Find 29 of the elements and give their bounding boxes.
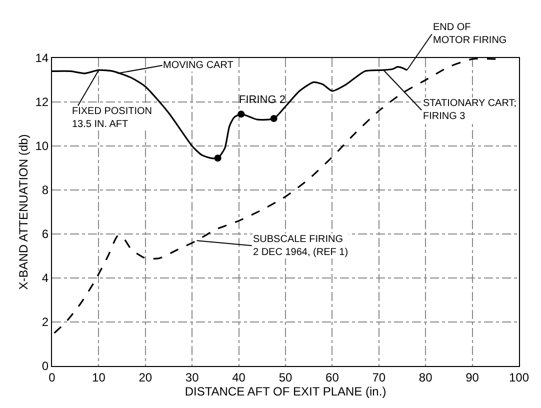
y-tick-label: 14 [35, 51, 49, 66]
x-tick-label: 60 [326, 370, 340, 384]
x-tick-label: 10 [92, 370, 106, 384]
x-tick-label: 100 [508, 370, 530, 384]
point [270, 115, 278, 122]
annotation: FIXED POSITION 13.5 IN. AFT [72, 106, 152, 130]
y-axis-title: X-BAND ATTENUATION (db) [16, 134, 31, 290]
x-tick-label: 80 [418, 370, 433, 384]
point [214, 154, 222, 162]
annotation: END OF MOTOR FIRING [433, 22, 507, 46]
x-axis-title: DISTANCE AFT OF EXIT PLANE (in.) [184, 384, 386, 398]
x-tick-label: 70 [372, 370, 386, 384]
x-tick-label: 90 [466, 370, 480, 384]
x-tick-label: 40 [232, 370, 246, 384]
x-tick-label: 30 [185, 370, 200, 384]
y-tick-label: 12 [35, 95, 49, 110]
x-tick-label: 50 [278, 370, 292, 384]
annotation: SUBSCALE FIRING 2 DEC 1964, (REF 1) [253, 234, 348, 258]
y-tick-label: 6 [42, 227, 49, 242]
y-tick-label: 8 [42, 183, 49, 198]
y-tick-label: 10 [35, 139, 49, 154]
y-tick-label: 0 [42, 359, 49, 374]
annotation: MOVING CART [163, 60, 234, 71]
x-tick-label: 20 [138, 370, 152, 384]
point [238, 110, 245, 118]
annotation: STATIONARY CART; FIRING 3 [423, 98, 517, 122]
y-tick-label: 4 [42, 271, 49, 286]
y-tick-label: 2 [42, 315, 49, 330]
annotation: FIRING 2 [239, 94, 286, 106]
